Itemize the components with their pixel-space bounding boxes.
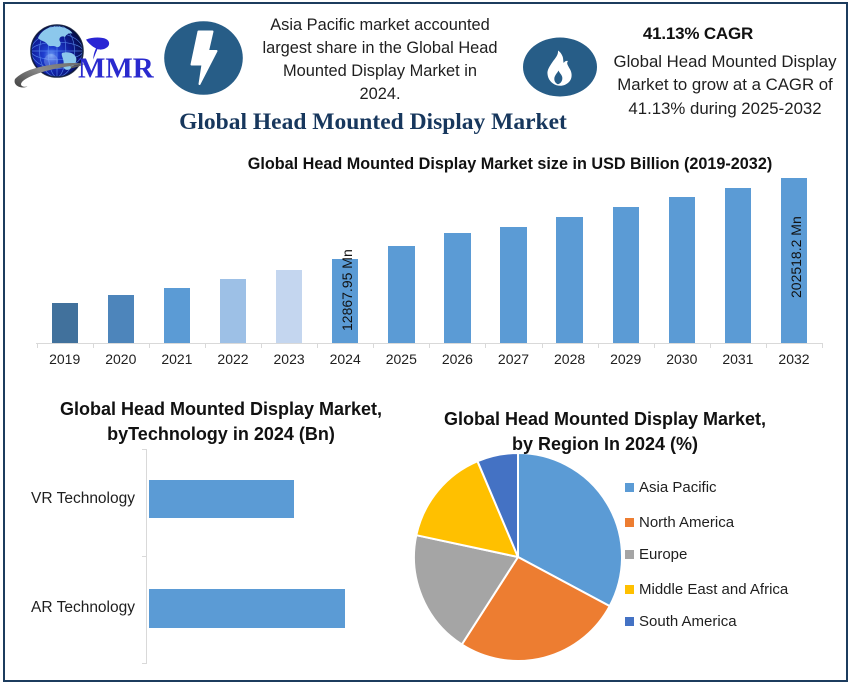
svg-text:MMR: MMR <box>78 53 155 85</box>
